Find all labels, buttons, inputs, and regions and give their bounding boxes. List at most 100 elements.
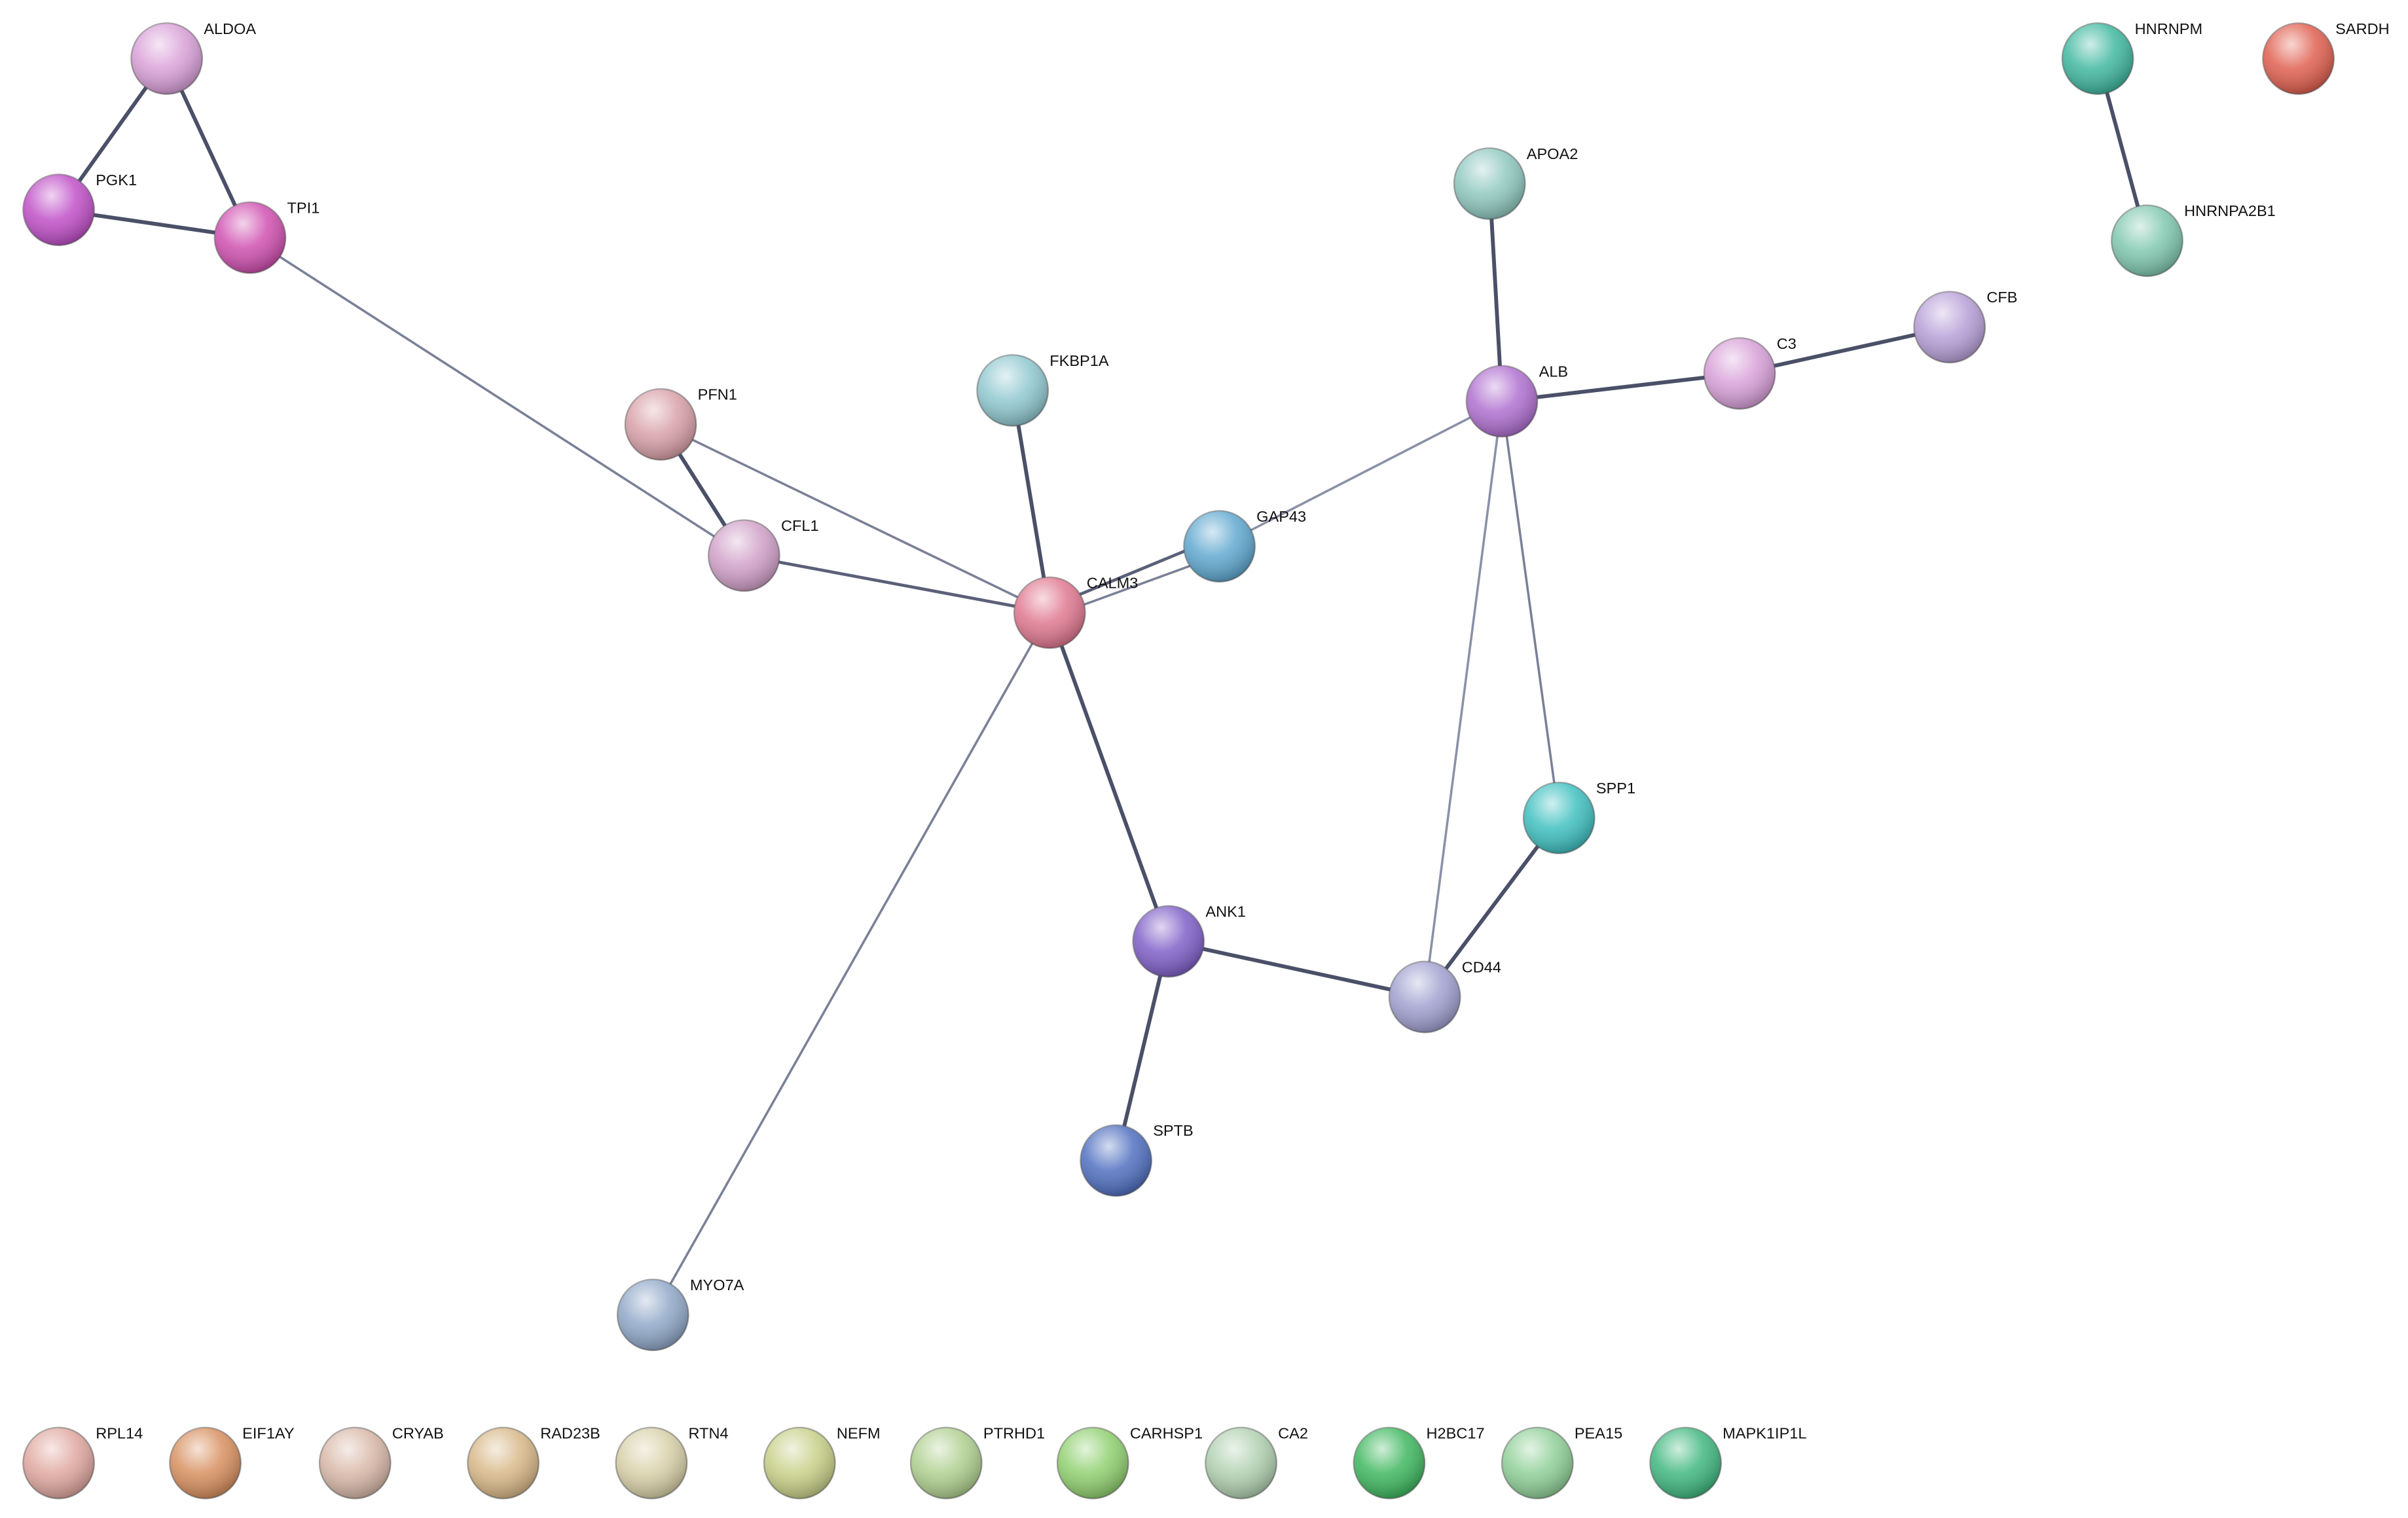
protein-node[interactable]: GAP43 [1183,508,1306,583]
node-shine [764,1427,835,1499]
node-shine [1466,365,1538,437]
node-label: CA2 [1278,1424,1308,1441]
edge [651,612,1051,1316]
node-label: C3 [1777,335,1797,352]
protein-node[interactable]: SPP1 [1522,780,1635,854]
edge [1048,611,1171,943]
edge [1010,390,1052,613]
node-shine [615,1427,687,1499]
protein-node[interactable]: PGK1 [22,172,137,247]
node-shine [214,202,286,274]
node-label: H2BC17 [1427,1424,1485,1441]
node-label: RAD23B [540,1424,600,1441]
protein-node[interactable]: ALDOA [130,20,256,95]
protein-node[interactable]: CD44 [1388,958,1501,1034]
node-shine [1057,1427,1129,1499]
node-shine [131,23,202,94]
protein-node[interactable]: RPL14 [22,1424,143,1500]
node-shine [1502,1427,1573,1499]
node-label: CRYAB [392,1424,444,1441]
node-shine [1080,1125,1152,1197]
protein-node[interactable]: PFN1 [624,386,737,461]
node-label: APOA2 [1527,145,1578,162]
protein-node[interactable]: CFL1 [708,517,819,592]
node-label: SARDH [2335,20,2389,37]
node-label: CFL1 [781,517,819,534]
edge [1501,371,1740,403]
protein-node[interactable]: PEA15 [1501,1424,1622,1500]
protein-node[interactable]: MAPK1IP1L [1649,1424,1807,1500]
node-shine [23,174,94,245]
node-label: CARHSP1 [1130,1424,1203,1441]
node-shine [319,1427,391,1499]
node-label: ANK1 [1205,903,1246,920]
protein-node[interactable]: SARDH [2262,20,2390,95]
node-label: CD44 [1462,958,1501,975]
node-label: SPP1 [1596,780,1635,797]
protein-node[interactable]: MYO7A [616,1276,744,1352]
node-shine [1014,577,1085,649]
node-shine [2111,205,2183,277]
edge [743,554,1050,615]
node-shine [625,389,697,460]
node-label: CALM3 [1087,574,1139,591]
edges [57,57,2149,1316]
node-shine [1184,511,1255,582]
protein-node[interactable]: SPTB [1080,1122,1194,1197]
edge [1423,401,1503,998]
protein-node[interactable]: PTRHD1 [909,1424,1045,1500]
edge [1487,183,1504,402]
protein-node[interactable]: CRYAB [318,1424,444,1500]
protein-node[interactable]: HNRNPA2B1 [2111,202,2276,278]
protein-node[interactable]: TPI1 [213,199,320,274]
protein-node[interactable]: ALB [1465,363,1568,438]
edge [1423,816,1561,998]
node-label: RPL14 [96,1424,143,1441]
protein-node[interactable]: ANK1 [1132,903,1246,978]
node-shine [1133,905,1204,977]
node-label: RTN4 [689,1424,729,1441]
node-label: PTRHD1 [983,1424,1045,1441]
protein-node[interactable]: CFB [1913,289,2018,364]
node-label: TPI1 [287,199,320,216]
protein-node[interactable]: C3 [1703,335,1797,410]
node-shine [1523,782,1595,854]
node-label: HNRNPA2B1 [2184,202,2276,219]
node-shine [1389,961,1461,1033]
protein-node[interactable]: FKBP1A [976,352,1109,427]
protein-node[interactable]: HNRNPM [2061,20,2202,95]
node-shine [708,520,780,591]
node-label: ALDOA [204,20,256,37]
node-shine [170,1427,241,1499]
node-shine [911,1427,982,1499]
node-label: PFN1 [698,386,737,403]
protein-node[interactable]: APOA2 [1453,145,1578,220]
edge [249,236,745,557]
node-label: FKBP1A [1049,352,1109,369]
protein-node[interactable]: CARHSP1 [1056,1424,1203,1500]
protein-node[interactable]: EIF1AY [169,1424,295,1500]
node-label: MYO7A [690,1276,744,1293]
protein-node[interactable]: NEFM [763,1424,881,1500]
edge [1168,939,1425,999]
protein-node[interactable]: RTN4 [615,1424,729,1500]
node-shine [23,1427,94,1499]
node-label: SPTB [1153,1122,1194,1139]
node-shine [467,1427,539,1499]
node-label: NEFM [837,1424,881,1441]
node-label: GAP43 [1256,508,1306,525]
edge [1501,401,1561,818]
node-shine [2062,23,2134,94]
protein-node[interactable]: CA2 [1205,1424,1308,1500]
node-shine [1353,1427,1425,1499]
protein-node[interactable]: CALM3 [1013,574,1139,649]
node-shine [617,1279,689,1350]
protein-node[interactable]: H2BC17 [1353,1424,1485,1500]
protein-node[interactable]: RAD23B [467,1424,600,1500]
node-shine [1914,291,1985,363]
node-label: MAPK1IP1L [1723,1424,1806,1441]
node-shine [1453,148,1525,219]
edge [660,423,1051,614]
node-label: PGK1 [96,172,137,189]
